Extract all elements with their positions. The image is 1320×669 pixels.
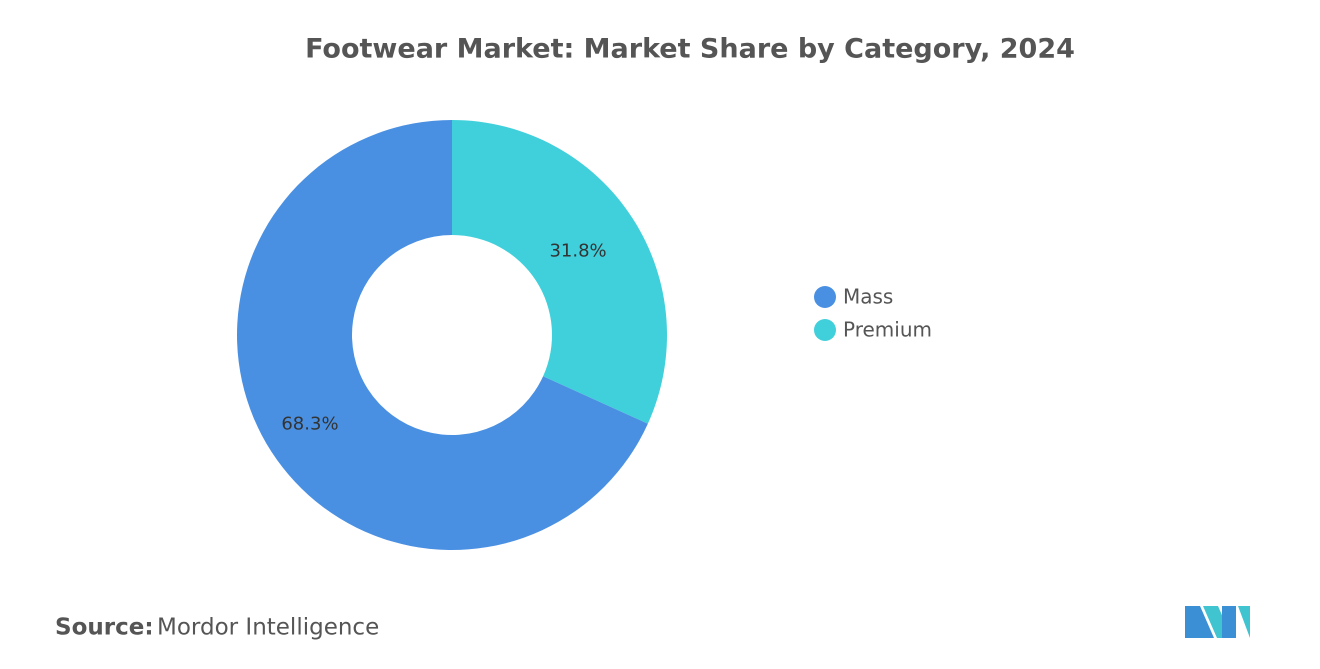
legend-marker bbox=[814, 286, 836, 308]
source-text: Mordor Intelligence bbox=[157, 615, 379, 641]
slice bbox=[236, 120, 648, 551]
legend-marker bbox=[814, 319, 836, 341]
source-label: Source: bbox=[55, 615, 154, 641]
chart-title: Footwear Market: Market Share by Categor… bbox=[305, 34, 1075, 65]
data-label: 68.3% bbox=[281, 413, 338, 434]
logo bbox=[1185, 606, 1250, 638]
legend-label: Mass bbox=[843, 285, 893, 309]
data-label: 31.8% bbox=[549, 241, 606, 262]
slice bbox=[452, 120, 667, 424]
legend-label: Premium bbox=[843, 318, 932, 342]
